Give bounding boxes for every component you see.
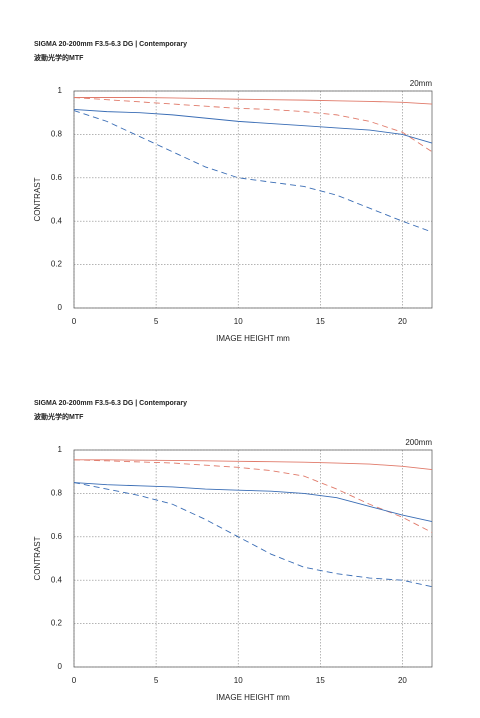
mtf-line <box>73 110 433 233</box>
plot-frame <box>73 449 433 668</box>
y-tick-label: 0.8 <box>51 130 63 139</box>
x-tick-label: 10 <box>234 676 243 685</box>
mtf-line <box>73 482 433 523</box>
mtf-line <box>73 97 433 153</box>
annotation: 20mm <box>410 79 433 88</box>
mtf-line <box>73 482 433 588</box>
x-tick-label: 5 <box>154 317 159 326</box>
x-tick-label: 20 <box>398 676 407 685</box>
y-tick-label: 1 <box>58 445 63 454</box>
y-tick-label: 0.6 <box>51 532 63 541</box>
y-axis-label: CONTRAST <box>33 177 42 221</box>
y-tick-label: 1 <box>58 86 63 95</box>
mtf-line <box>73 108 433 144</box>
chart: SIGMA 20-200mm F3.5-6.3 DG | Contemporar… <box>33 400 433 702</box>
chart-subtitle: 波動光学的MTF <box>34 412 84 421</box>
x-tick-label: 20 <box>398 317 407 326</box>
y-tick-label: 0.4 <box>51 575 63 584</box>
y-tick-label: 0 <box>58 662 63 671</box>
x-tick-label: 0 <box>72 317 77 326</box>
x-tick-label: 10 <box>234 317 243 326</box>
y-tick-label: 0 <box>58 303 63 312</box>
mtf-line <box>74 97 433 105</box>
mtf-line <box>73 459 433 533</box>
y-tick-label: 0.2 <box>51 260 63 269</box>
plot-frame <box>73 90 433 309</box>
chart-title: SIGMA 20-200mm F3.5-6.3 DG | Contemporar… <box>34 400 187 407</box>
x-axis-label: IMAGE HEIGHT mm <box>216 334 290 343</box>
y-tick-label: 0.6 <box>51 173 63 182</box>
x-tick-label: 15 <box>316 676 325 685</box>
chart-subtitle: 波動光学的MTF <box>34 53 84 62</box>
mtf-line <box>74 459 433 470</box>
chart: SIGMA 20-200mm F3.5-6.3 DG | Contemporar… <box>33 41 433 343</box>
annotation: 200mm <box>405 438 432 447</box>
x-tick-label: 0 <box>72 676 77 685</box>
chart-title: SIGMA 20-200mm F3.5-6.3 DG | Contemporar… <box>34 41 187 48</box>
y-tick-label: 0.8 <box>51 489 63 498</box>
x-axis-label: IMAGE HEIGHT mm <box>216 693 290 702</box>
x-tick-label: 15 <box>316 317 325 326</box>
y-tick-label: 0.2 <box>51 619 63 628</box>
x-tick-label: 5 <box>154 676 159 685</box>
y-tick-label: 0.4 <box>51 216 63 225</box>
y-axis-label: CONTRAST <box>33 536 42 580</box>
